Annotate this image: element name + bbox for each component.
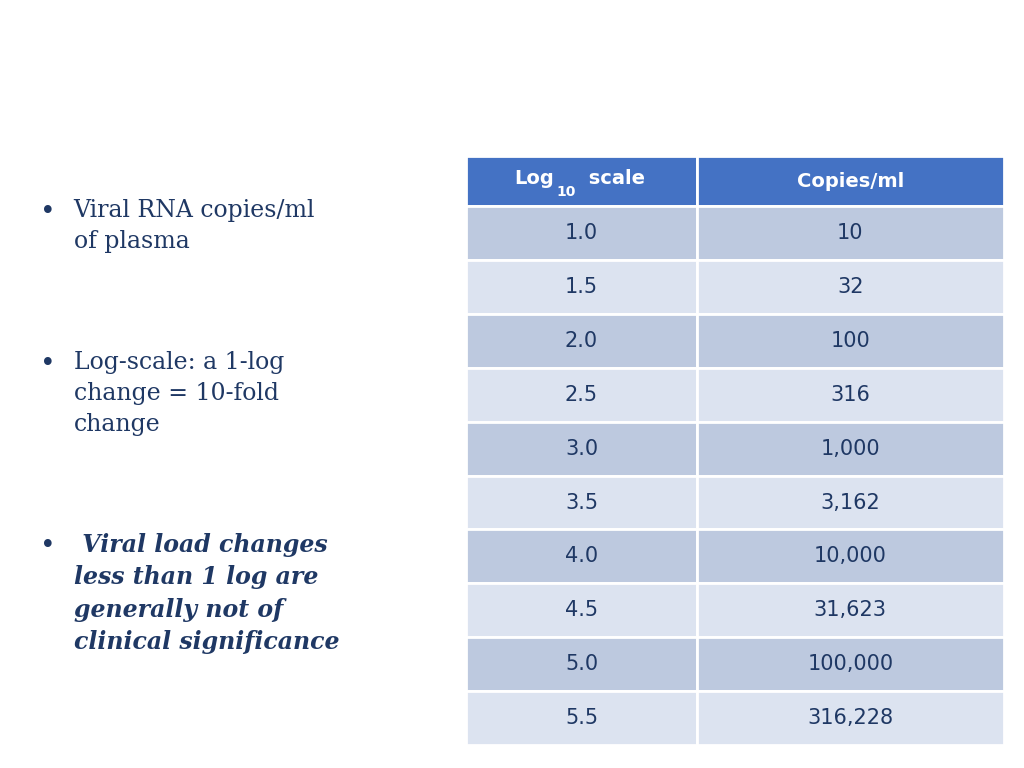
Text: 1.5: 1.5 bbox=[565, 277, 598, 297]
Text: Viral Load Log Scale: Viral Load Log Scale bbox=[220, 35, 804, 90]
Bar bbox=[697, 206, 1004, 260]
Text: 2.0: 2.0 bbox=[565, 331, 598, 351]
Bar bbox=[697, 368, 1004, 422]
Bar bbox=[466, 314, 697, 368]
Bar bbox=[697, 314, 1004, 368]
Text: Log-scale: a 1-log
change = 10-fold
change: Log-scale: a 1-log change = 10-fold chan… bbox=[74, 350, 284, 435]
Bar bbox=[466, 584, 697, 637]
Bar bbox=[466, 637, 697, 691]
Text: 4.0: 4.0 bbox=[565, 546, 598, 566]
Bar bbox=[466, 475, 697, 529]
Bar bbox=[466, 422, 697, 475]
Bar bbox=[466, 691, 697, 745]
Bar bbox=[697, 475, 1004, 529]
Text: Viral load changes
less than 1 log are
generally not of
clinical significance: Viral load changes less than 1 log are g… bbox=[74, 533, 339, 654]
Text: 4.5: 4.5 bbox=[565, 601, 598, 621]
Text: 3,162: 3,162 bbox=[820, 492, 881, 512]
Text: 316,228: 316,228 bbox=[807, 708, 893, 728]
Text: •: • bbox=[40, 350, 55, 376]
Text: Viral RNA copies/ml
of plasma: Viral RNA copies/ml of plasma bbox=[74, 199, 315, 253]
Text: 10: 10 bbox=[556, 185, 575, 199]
Text: 2.5: 2.5 bbox=[565, 385, 598, 405]
Text: 316: 316 bbox=[830, 385, 870, 405]
Bar bbox=[466, 368, 697, 422]
Text: 5.0: 5.0 bbox=[565, 654, 598, 674]
Bar bbox=[697, 529, 1004, 584]
Bar bbox=[466, 529, 697, 584]
Text: 10,000: 10,000 bbox=[814, 546, 887, 566]
Bar bbox=[697, 260, 1004, 314]
Text: Log: Log bbox=[514, 169, 554, 188]
Text: •: • bbox=[40, 199, 55, 224]
Text: •: • bbox=[40, 533, 55, 558]
Bar bbox=[466, 260, 697, 314]
Text: scale: scale bbox=[582, 169, 644, 188]
Text: 3.5: 3.5 bbox=[565, 492, 598, 512]
Bar bbox=[697, 584, 1004, 637]
Text: Copies/ml: Copies/ml bbox=[797, 172, 904, 190]
Text: 100,000: 100,000 bbox=[807, 654, 893, 674]
Text: 3.0: 3.0 bbox=[565, 439, 598, 458]
Bar bbox=[466, 206, 697, 260]
Bar bbox=[697, 422, 1004, 475]
Text: 1.0: 1.0 bbox=[565, 223, 598, 243]
Text: 1,000: 1,000 bbox=[820, 439, 880, 458]
Text: 31,623: 31,623 bbox=[814, 601, 887, 621]
Text: 10: 10 bbox=[837, 223, 863, 243]
Bar bbox=[697, 157, 1004, 206]
Bar bbox=[466, 157, 697, 206]
Text: 5.5: 5.5 bbox=[565, 708, 598, 728]
Text: 32: 32 bbox=[837, 277, 863, 297]
Bar bbox=[697, 691, 1004, 745]
Text: 100: 100 bbox=[830, 331, 870, 351]
Bar bbox=[697, 637, 1004, 691]
